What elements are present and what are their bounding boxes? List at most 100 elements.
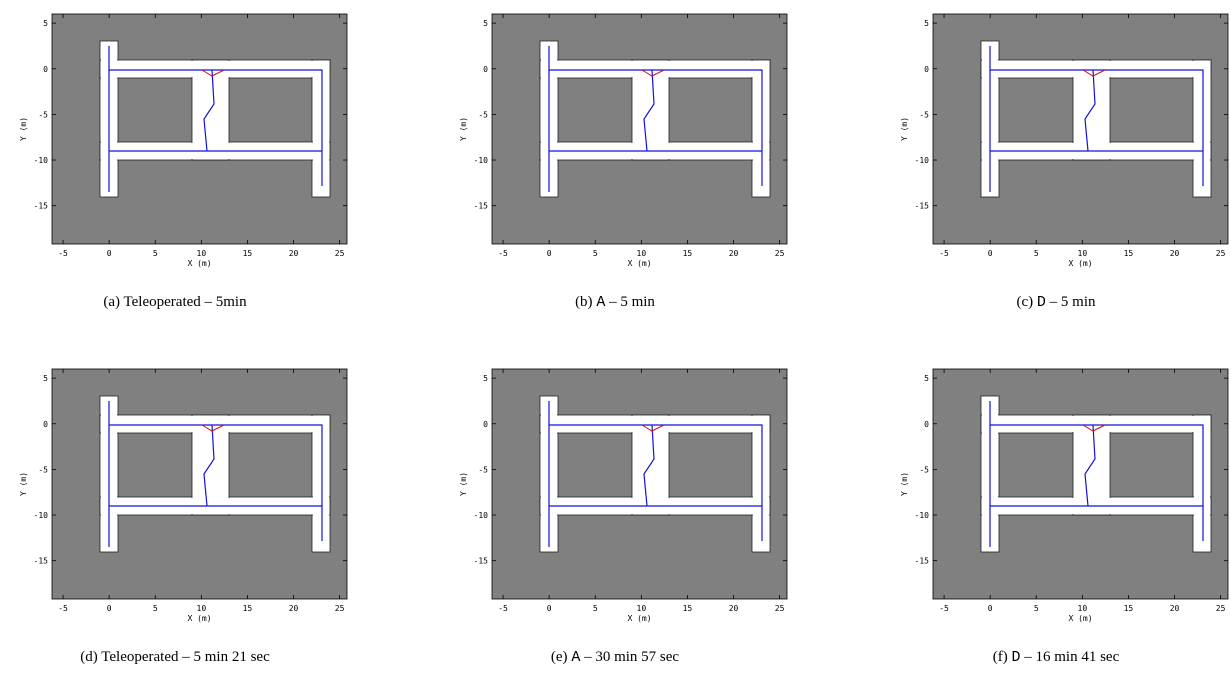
x-tick-label: 10 [637,249,647,258]
caption-label: (e) [551,649,568,665]
map-image [52,14,347,244]
x-tick-label: 25 [775,249,785,258]
y-tick-label: 0 [43,65,48,74]
y-tick-label: 5 [43,374,48,383]
y-axis-label: Y (m) [459,117,468,141]
y-tick-label: 0 [924,420,929,429]
y-tick-label: -15 [34,557,49,566]
x-tick-label: 20 [1170,249,1180,258]
caption-method: D [1011,649,1020,666]
x-tick-label: -5 [498,249,508,258]
x-tick-label: 25 [335,604,345,613]
x-tick-label: 20 [729,604,739,613]
y-tick-label: -15 [915,202,930,211]
x-axis-label: X (m) [187,614,211,623]
x-tick-label: -5 [58,249,68,258]
x-tick-label: 10 [1078,249,1088,258]
y-tick-label: -15 [474,557,489,566]
map-image [492,369,787,599]
x-tick-label: 0 [988,249,993,258]
x-tick-label: 15 [683,249,693,258]
x-tick-label: 5 [593,249,598,258]
x-axis-label: X (m) [187,259,211,268]
x-tick-label: 15 [243,604,253,613]
y-tick-label: 5 [483,374,488,383]
caption-text: – 5min [205,294,247,310]
y-tick-label: 5 [483,19,488,28]
subfigure: -5051015202550-5-10-15X (m)Y (m) (c) D –… [881,0,1231,340]
caption-label: (b) [575,294,593,310]
x-tick-label: 5 [153,249,158,258]
caption-text: – 5 min 21 sec [182,649,270,665]
y-tick-label: 5 [924,19,929,28]
y-tick-label: -10 [915,156,930,165]
y-tick-label: 5 [924,374,929,383]
y-axis-label: Y (m) [19,117,28,141]
caption-method: A [596,294,605,311]
y-tick-label: -15 [474,202,489,211]
x-tick-label: 10 [1078,604,1088,613]
x-tick-label: 25 [335,249,345,258]
caption-label: (a) [103,294,120,310]
y-tick-label: -10 [474,511,489,520]
x-tick-label: 5 [593,604,598,613]
y-axis-label: Y (m) [459,472,468,496]
x-tick-label: 0 [988,604,993,613]
x-tick-label: 20 [729,249,739,258]
caption: (c) D – 5 min [881,294,1231,311]
x-tick-label: 25 [775,604,785,613]
caption-text: – 30 min 57 sec [584,649,679,665]
y-tick-label: -5 [478,110,488,119]
plot: -5051015202550-5-10-15X (m)Y (m) [0,355,350,645]
y-axis-label: Y (m) [900,117,909,141]
y-tick-label: 5 [43,19,48,28]
x-tick-label: 0 [547,604,552,613]
y-tick-label: -5 [919,110,929,119]
x-tick-label: -5 [498,604,508,613]
caption: (d) Teleoperated – 5 min 21 sec [0,649,350,666]
page: {"panels": [ {"caption": {"label": "(a)"… [0,0,1231,679]
y-tick-label: 0 [483,65,488,74]
caption-method: Teleoperated [101,649,178,665]
caption-method: Teleoperated [124,294,201,310]
y-tick-label: -15 [34,202,49,211]
x-tick-label: 15 [243,249,253,258]
x-axis-label: X (m) [1068,259,1092,268]
caption-text: – 16 min 41 sec [1024,649,1119,665]
caption-label: (c) [1016,294,1033,310]
caption-method: D [1037,294,1046,311]
y-tick-label: 0 [924,65,929,74]
x-tick-label: 15 [683,604,693,613]
x-tick-label: 10 [197,249,207,258]
x-tick-label: 25 [1216,249,1226,258]
caption: (b) A – 5 min [440,294,790,311]
x-tick-label: 10 [197,604,207,613]
caption-label: (f) [993,649,1008,665]
caption-label: (d) [80,649,98,665]
y-tick-label: -5 [38,465,48,474]
map-image [492,14,787,244]
y-tick-label: 0 [43,420,48,429]
x-tick-label: -5 [58,604,68,613]
x-tick-label: -5 [939,604,949,613]
y-tick-label: -10 [34,511,49,520]
y-axis-label: Y (m) [900,472,909,496]
x-tick-label: 25 [1216,604,1226,613]
x-axis-label: X (m) [627,614,651,623]
x-tick-label: 10 [637,604,647,613]
x-axis-label: X (m) [1068,614,1092,623]
x-tick-label: 15 [1124,249,1134,258]
x-tick-label: 20 [289,249,299,258]
caption: (f) D – 16 min 41 sec [881,649,1231,666]
x-tick-label: 20 [289,604,299,613]
y-tick-label: -5 [38,110,48,119]
x-tick-label: 20 [1170,604,1180,613]
map-image [933,14,1228,244]
caption: (a) Teleoperated – 5min [0,294,350,311]
